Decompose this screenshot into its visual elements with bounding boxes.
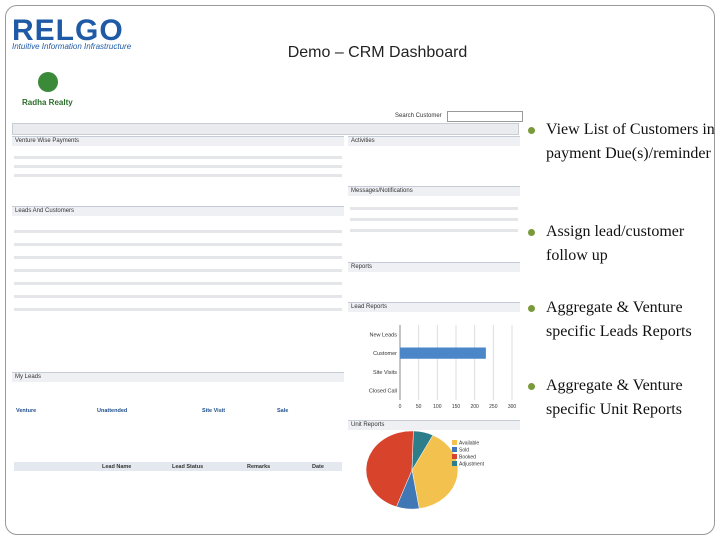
column-header: Venture: [16, 408, 37, 414]
column-header: Sale: [277, 408, 289, 414]
search-box[interactable]: [447, 111, 523, 122]
panel-header: Activities: [348, 136, 520, 146]
bar: [400, 347, 486, 359]
brand-name: Radha Realty: [22, 98, 73, 107]
legend-label: Adjustment: [459, 462, 485, 468]
slide-title: Demo – CRM Dashboard: [287, 44, 468, 61]
pie-slice: [411, 434, 459, 509]
bullet: View List of Customers in payment Due(s)…: [528, 118, 720, 166]
bullet: Aggregate & Venture specific Leads Repor…: [528, 296, 720, 344]
bullet: Aggregate & Venture specific Unit Report…: [528, 374, 720, 422]
legend-swatch: [452, 454, 457, 459]
search-label: Search Customer: [395, 113, 442, 119]
panel-header: Messages/Notifications: [348, 186, 520, 196]
y-tick-label: Closed Call: [369, 389, 397, 395]
right-column: Activities Messages/Notifications Report…: [348, 136, 520, 430]
column-header: Site Visit: [202, 408, 226, 414]
column-header: Lead Status: [172, 464, 204, 470]
menu-bar: [12, 123, 519, 135]
panel-header: Venture Wise Payments: [12, 136, 344, 146]
panel-body: [12, 146, 344, 206]
y-tick-label: Customer: [373, 351, 397, 357]
column-header: Remarks: [247, 464, 271, 470]
x-tick-label: 50: [416, 404, 422, 410]
legend-label: Sold: [459, 448, 469, 454]
legend-swatch: [452, 440, 457, 445]
panel-header: Unit Reports: [348, 420, 520, 430]
panel-header: Reports: [348, 262, 520, 272]
panel-body: Venture Unattended Site Visit Sale Lead …: [12, 382, 344, 532]
panel-body: [12, 216, 344, 372]
brand-icon: [38, 72, 58, 92]
panel-header: Leads And Customers: [12, 206, 344, 216]
x-tick-label: 250: [489, 404, 498, 410]
y-tick-label: New Leads: [369, 332, 397, 338]
y-tick-label: Site Visits: [373, 370, 397, 376]
legend-swatch: [452, 461, 457, 466]
slide-frame: [5, 5, 715, 535]
logo: RELGO: [12, 14, 124, 47]
x-tick-label: 100: [433, 404, 442, 410]
panel-body: [348, 196, 520, 262]
x-tick-label: 150: [452, 404, 461, 410]
legend-label: Booked: [459, 455, 476, 461]
column-header: Lead Name: [102, 464, 132, 470]
column-header: Unattended: [97, 408, 128, 414]
logo-tagline: Intuitive Information Infrastructure: [12, 42, 132, 51]
pie-slice: [411, 430, 434, 471]
left-column: Venture Wise Payments Leads And Customer…: [12, 136, 344, 532]
legend-label: Available: [459, 441, 479, 447]
pie-slice: [365, 430, 414, 508]
lead-header-bar: [14, 462, 342, 471]
bullet: Assign lead/customer follow up: [528, 220, 720, 268]
column-header: Date: [312, 464, 324, 470]
x-tick-label: 300: [508, 404, 517, 410]
x-tick-label: 0: [399, 404, 402, 410]
panel-header: My Leads: [12, 372, 344, 382]
x-tick-label: 200: [470, 404, 479, 410]
legend-swatch: [452, 447, 457, 452]
panel-header: Lead Reports: [348, 302, 520, 312]
